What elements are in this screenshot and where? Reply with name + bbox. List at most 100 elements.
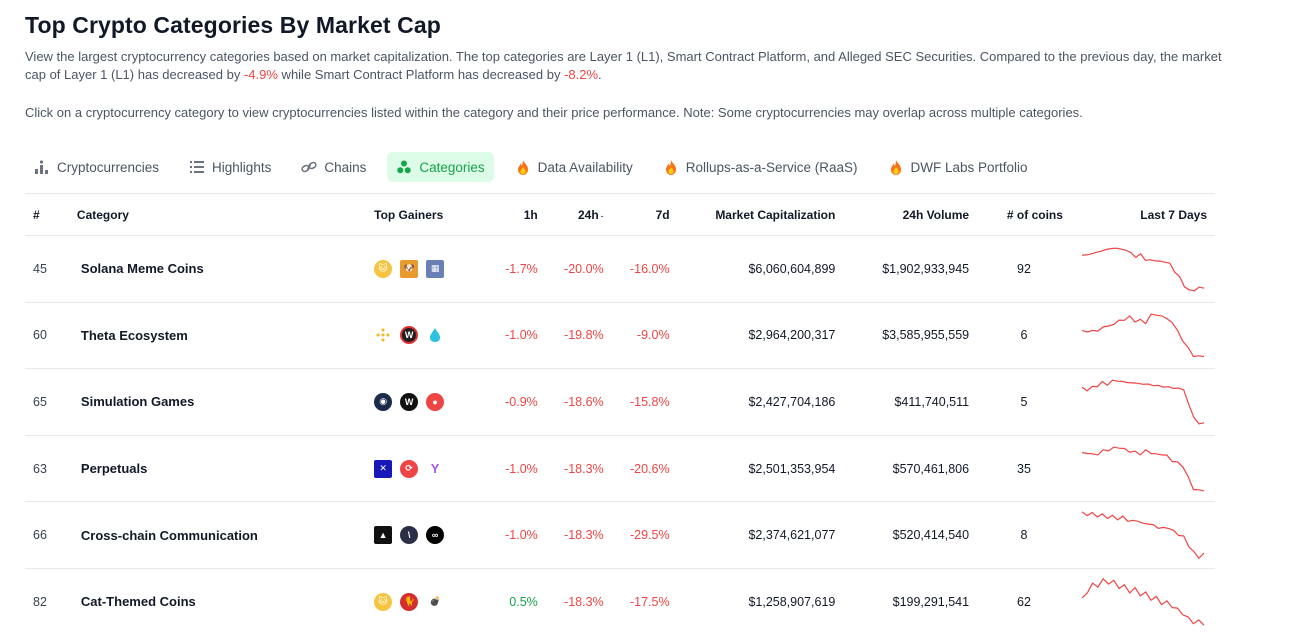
orb-coin-icon[interactable]: ●	[426, 392, 445, 411]
perp-coin-icon[interactable]: ✕	[374, 459, 393, 478]
tab-chains[interactable]: Chains	[292, 152, 375, 182]
change-24h: -18.6%	[545, 368, 612, 436]
market-cap: $2,501,353,954	[677, 435, 844, 503]
tab-label: Rollups-as-a-Service (RaaS)	[685, 159, 858, 175]
bridge-coin-icon[interactable]: ▲	[374, 526, 393, 545]
tab-label: Categories	[419, 159, 485, 175]
sparkline-chart	[1081, 379, 1205, 425]
volume-24h: $3,585,955,559	[843, 302, 978, 370]
volume-24h: $199,291,541	[843, 568, 978, 634]
tab-categories[interactable]: Categories	[387, 152, 494, 182]
tab-label: Data Availability	[537, 159, 633, 175]
category-link[interactable]: Solana Meme Coins	[66, 235, 367, 303]
change-7d: -15.8%	[611, 368, 678, 436]
category-link[interactable]: Simulation Games	[66, 368, 367, 436]
tab-label: DWF Labs Portfolio	[910, 159, 1028, 175]
volume-24h: $570,461,806	[843, 435, 978, 503]
header-1h[interactable]: 1h	[475, 193, 546, 236]
change-7d: -9.0%	[611, 302, 678, 370]
top-gainers: 🐱 🐶 ▦	[374, 259, 468, 278]
top-gainers: 🐱 🐈 💣	[374, 592, 468, 611]
row-rank: 63	[25, 435, 67, 503]
dog-coin-icon[interactable]: 🐶	[400, 259, 419, 278]
cat-coin-icon[interactable]: 🐱	[374, 592, 393, 611]
row-rank: 60	[25, 302, 67, 370]
change-7d: -20.6%	[611, 435, 678, 503]
table-row[interactable]: 66 Cross-chain Communication ▲ \ ∞ -1.0%…	[25, 501, 1215, 569]
coin-count: 62	[977, 568, 1071, 634]
sparkline-chart	[1081, 313, 1205, 358]
pixel-coin-icon[interactable]: ▦	[426, 259, 445, 278]
change-1h: -1.0%	[475, 302, 546, 370]
sparkline-chart	[1081, 511, 1205, 560]
change-7d: -16.0%	[611, 235, 678, 303]
bomb-coin-icon[interactable]: 💣	[426, 592, 445, 611]
tab-highlights[interactable]: Highlights	[180, 152, 280, 182]
tab-label: Chains	[324, 159, 367, 175]
top-gainers: ▲ \ ∞	[374, 526, 468, 545]
wcx-coin-icon[interactable]: W	[400, 326, 419, 345]
change-24h: -19.8%	[545, 302, 612, 370]
list-icon	[189, 159, 205, 175]
volume-24h: $1,902,933,945	[843, 235, 978, 303]
desc-text: .	[598, 67, 602, 82]
category-link[interactable]: Cross-chain Communication	[66, 501, 367, 569]
desc-text: while Smart Contract Platform has decrea…	[277, 67, 565, 82]
header-category[interactable]: Category	[66, 193, 367, 236]
drop-coin-icon[interactable]	[426, 326, 445, 345]
cat-coin-icon[interactable]: 🐱	[374, 259, 393, 278]
page-description: View the largest cryptocurrency categori…	[25, 48, 1225, 84]
header-7d[interactable]: 7d	[611, 193, 678, 236]
chain-coin-icon[interactable]: ∞	[426, 526, 445, 545]
tab-data-availability[interactable]: Data Availability	[506, 152, 642, 182]
change-1h: -0.9%	[475, 368, 546, 436]
desc-change-l1: -4.9%	[243, 67, 278, 82]
volume-24h: $520,414,540	[843, 501, 978, 569]
fire-icon	[888, 159, 904, 175]
table-row[interactable]: 63 Perpetuals ✕ ⟳ Y -1.0% -18.3% -20.6% …	[25, 435, 1215, 503]
header-rank[interactable]: #	[25, 193, 67, 236]
red-cat-coin-icon[interactable]: 🐈	[400, 592, 419, 611]
tab-label: Highlights	[212, 159, 272, 175]
header-24h-volume[interactable]: 24h Volume	[843, 193, 978, 236]
market-cap: $2,374,621,077	[677, 501, 844, 569]
change-24h: -18.3%	[545, 501, 612, 569]
wax-coin-icon[interactable]: W	[400, 392, 419, 411]
table-row[interactable]: 60 Theta Ecosystem W -1.0% -19.8% -9.0% …	[25, 302, 1215, 370]
table-row[interactable]: 65 Simulation Games ◉ W ● -0.9% -18.6% -…	[25, 368, 1215, 436]
change-7d: -17.5%	[611, 568, 678, 634]
category-link[interactable]: Theta Ecosystem	[66, 302, 367, 370]
header-num-coins[interactable]: # of coins	[977, 193, 1071, 236]
sparkline-path	[1081, 247, 1205, 292]
tab-rollups-as-a-service[interactable]: Rollups-as-a-Service (RaaS)	[654, 152, 867, 182]
coin-count: 92	[977, 235, 1071, 303]
category-link[interactable]: Perpetuals	[66, 435, 367, 503]
row-rank: 65	[25, 368, 67, 436]
axelar-coin-icon[interactable]: \	[400, 526, 419, 545]
bar-chart-icon	[34, 159, 50, 175]
sparkline-path	[1081, 577, 1205, 626]
game-coin-icon[interactable]: ◉	[374, 392, 393, 411]
fire-icon	[515, 159, 531, 175]
table-header-row: # Category Top Gainers 1h 24h - 7d Market…	[25, 193, 1215, 236]
volume-24h: $411,740,511	[843, 368, 978, 436]
categories-icon	[396, 159, 412, 175]
page-note: Click on a cryptocurrency category to vi…	[25, 105, 1083, 120]
vertex-coin-icon[interactable]: Y	[426, 459, 445, 478]
category-link[interactable]: Cat-Themed Coins	[66, 568, 367, 634]
ring-coin-icon[interactable]: ⟳	[400, 459, 419, 478]
tab-dwf-labs-portfolio[interactable]: DWF Labs Portfolio	[879, 152, 1037, 182]
table-row[interactable]: 45 Solana Meme Coins 🐱 🐶 ▦ -1.7% -20.0% …	[25, 235, 1215, 303]
top-gainers: ✕ ⟳ Y	[374, 459, 468, 478]
desc-change-scp: -8.2%	[564, 67, 599, 82]
page-title: Top Crypto Categories By Market Cap	[25, 12, 441, 38]
tab-label: Cryptocurrencies	[57, 159, 160, 175]
table-row[interactable]: 82 Cat-Themed Coins 🐱 🐈 💣 0.5% -18.3% -1…	[25, 568, 1215, 634]
binance-icon[interactable]	[374, 326, 393, 345]
market-cap: $1,258,907,619	[677, 568, 844, 634]
header-market-cap[interactable]: Market Capitalization	[677, 193, 844, 236]
tab-cryptocurrencies[interactable]: Cryptocurrencies	[25, 152, 168, 182]
header-24h[interactable]: 24h -	[545, 193, 612, 236]
sparkline-path	[1081, 379, 1205, 425]
link-icon	[301, 159, 317, 175]
